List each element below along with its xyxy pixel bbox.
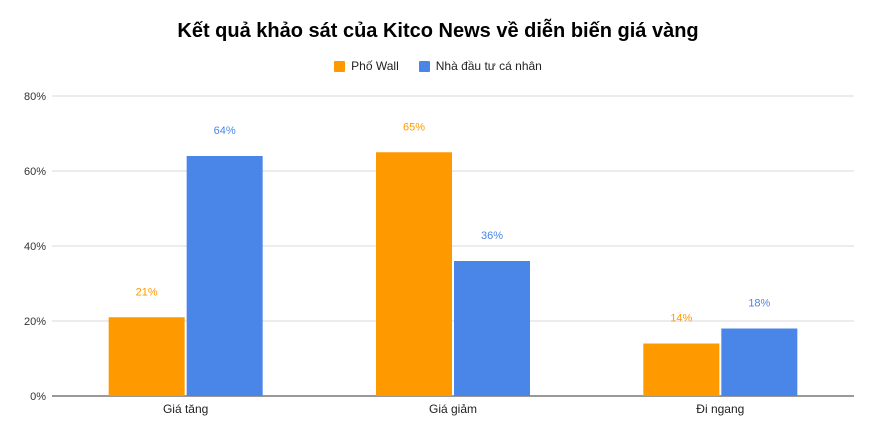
x-tick-label: Đi ngang <box>696 402 744 416</box>
bar <box>454 261 530 396</box>
data-label: 14% <box>670 313 692 325</box>
y-tick-label: 20% <box>24 316 46 328</box>
data-label: 18% <box>748 298 770 310</box>
bar <box>186 156 263 396</box>
data-label: 65% <box>403 121 425 133</box>
x-tick-label: Giá giảm <box>429 402 477 416</box>
legend-label-series-1: Phố Wall <box>351 59 399 73</box>
legend-item-series-1: Phố Wall <box>334 59 399 73</box>
y-tick-label: 80% <box>24 91 46 103</box>
chart-legend: Phố Wall Nhà đầu tư cá nhân <box>0 59 876 73</box>
legend-item-series-2: Nhà đầu tư cá nhân <box>418 59 542 73</box>
data-label: 36% <box>481 230 503 242</box>
bar <box>376 152 452 396</box>
data-label: 21% <box>136 286 158 298</box>
y-tick-label: 40% <box>24 241 46 253</box>
bar <box>108 317 185 396</box>
chart-title: Kết quả khảo sát của Kitco News về diễn … <box>177 20 699 42</box>
y-tick-label: 60% <box>24 166 46 178</box>
legend-swatch-series-2 <box>418 60 430 72</box>
data-label: 64% <box>214 125 236 137</box>
y-tick-label: 0% <box>30 391 46 403</box>
bar <box>721 328 798 396</box>
x-tick-label: Giá tăng <box>163 402 208 416</box>
bar <box>643 343 720 396</box>
legend-swatch-series-1 <box>334 60 346 72</box>
legend-label-series-2: Nhà đầu tư cá nhân <box>435 59 542 73</box>
